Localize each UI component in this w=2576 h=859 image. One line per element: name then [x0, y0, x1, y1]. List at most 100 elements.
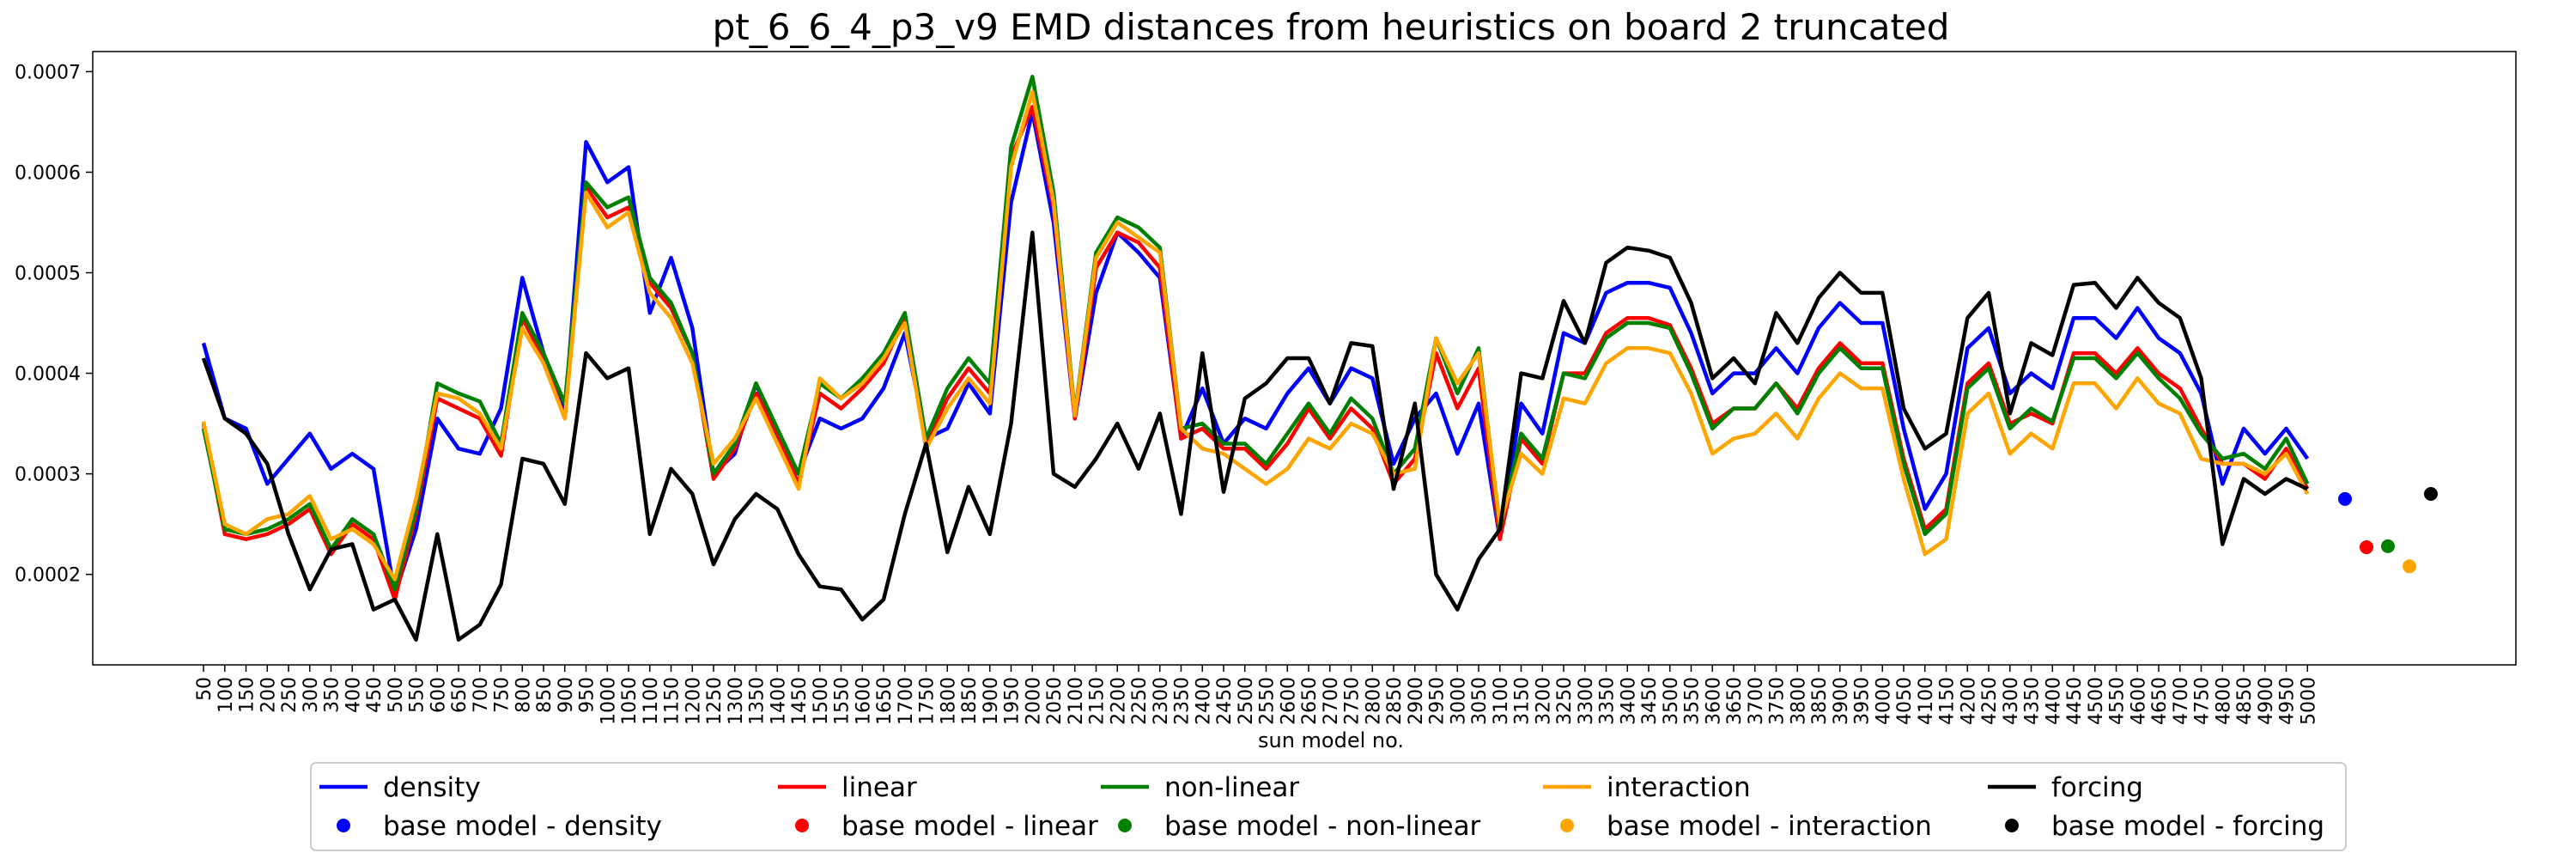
x-tick-label: 350 [322, 677, 343, 713]
legend-label-series: linear [841, 772, 917, 803]
x-tick-label: 950 [577, 677, 598, 713]
x-tick-label: 2050 [1044, 677, 1066, 725]
x-tick-label: 4950 [2277, 677, 2299, 725]
x-tick-label: 4850 [2234, 677, 2256, 725]
x-tick-label: 3400 [1618, 677, 1639, 725]
x-tick-label: 1750 [917, 677, 939, 725]
x-tick-label: 1350 [747, 677, 769, 725]
x-tick-label: 4750 [2192, 677, 2214, 725]
legend-label-base: base model - forcing [2051, 811, 2324, 842]
x-tick-label: 400 [343, 677, 364, 713]
x-tick-label: 1450 [789, 677, 811, 725]
legend-label-base: base model - interaction [1607, 811, 1932, 842]
x-tick-label: 200 [258, 677, 279, 713]
x-tick-label: 2950 [1427, 677, 1449, 725]
x-tick-label: 2900 [1406, 677, 1427, 725]
chart-title: pt_6_6_4_p3_v9 EMD distances from heuris… [713, 6, 1950, 48]
x-tick-label: 3600 [1703, 677, 1724, 725]
plot-area [92, 51, 2517, 666]
x-tick-label: 250 [279, 677, 301, 713]
x-tick-label: 4400 [2043, 677, 2064, 725]
base-model-point-4 [2424, 487, 2438, 502]
x-tick-label: 850 [534, 677, 556, 713]
legend-label-base: base model - linear [841, 811, 1098, 842]
x-tick-label: 2100 [1066, 677, 1087, 725]
legend-label-series: non-linear [1164, 772, 1299, 803]
x-tick-label: 2350 [1172, 677, 1194, 725]
x-tick-label: 4200 [1958, 677, 1979, 725]
x-tick-label: 3150 [1512, 677, 1534, 725]
x-tick-label: 3500 [1661, 677, 1682, 725]
x-tick-label: 2300 [1151, 677, 1172, 725]
x-tick-label: 4650 [2149, 677, 2171, 725]
x-tick-label: 100 [216, 677, 237, 713]
x-tick-label: 3250 [1554, 677, 1576, 725]
series-line-interaction [201, 89, 2310, 582]
y-tick-label: 0.0003 [15, 465, 81, 486]
x-tick-label: 2550 [1257, 677, 1279, 725]
legend-label-series: interaction [1607, 772, 1751, 803]
x-tick-label: 1200 [683, 677, 704, 725]
base-model-point-2 [2381, 539, 2395, 553]
x-axis-label: sun model no. [1258, 728, 1404, 752]
x-tick-label: 3000 [1448, 677, 1469, 725]
base-model-points [2338, 487, 2438, 574]
x-tick-label: 2850 [1384, 677, 1406, 725]
x-axis: 50 100 150 200 250 300 350 400 450 500 550 600 650 70… [194, 665, 2319, 725]
x-tick-label: 4250 [1979, 677, 2001, 725]
legend-label-series: density [383, 772, 481, 803]
x-tick-label: 1000 [598, 677, 619, 725]
series-lines [201, 75, 2310, 642]
x-tick-label: 1400 [768, 677, 789, 725]
x-tick-label: 4300 [2001, 677, 2022, 725]
x-tick-label: 4900 [2256, 677, 2277, 725]
x-tick-label: 4700 [2171, 677, 2192, 725]
legend-marker-base-1 [795, 819, 809, 832]
x-tick-label: 4350 [2022, 677, 2044, 725]
x-tick-label: 2450 [1214, 677, 1236, 725]
x-tick-label: 300 [301, 677, 322, 713]
x-tick-label: 2500 [1236, 677, 1257, 725]
x-tick-label: 2150 [1087, 677, 1109, 725]
base-model-point-1 [2360, 540, 2373, 555]
x-tick-label: 3100 [1491, 677, 1512, 725]
x-tick-label: 1300 [726, 677, 747, 725]
x-tick-label: 4100 [1916, 677, 1937, 725]
y-axis: 0.0002 0.0003 0.0004 0.0005 0.0006 0.0007 [15, 62, 93, 587]
x-tick-label: 4550 [2107, 677, 2129, 725]
y-tick-label: 0.0002 [15, 565, 81, 587]
x-tick-label: 2750 [1342, 677, 1364, 725]
x-tick-label: 4000 [1873, 677, 1894, 725]
y-tick-label: 0.0007 [15, 62, 81, 83]
x-tick-label: 1500 [811, 677, 832, 725]
x-tick-label: 2200 [1108, 677, 1129, 725]
x-tick-label: 1100 [641, 677, 662, 725]
x-tick-label: 3650 [1724, 677, 1746, 725]
x-tick-label: 2000 [1023, 677, 1044, 725]
x-tick-label: 2800 [1363, 677, 1384, 725]
x-tick-label: 1550 [832, 677, 854, 725]
x-tick-label: 4050 [1894, 677, 1916, 725]
legend-label-base: base model - density [383, 811, 662, 842]
x-tick-label: 1850 [959, 677, 981, 725]
x-tick-label: 3850 [1809, 677, 1831, 725]
x-tick-label: 750 [492, 677, 513, 713]
legend-label-series: forcing [2051, 772, 2143, 803]
x-tick-label: 900 [556, 677, 577, 713]
x-tick-label: 1950 [1002, 677, 1024, 725]
x-tick-label: 3900 [1831, 677, 1852, 725]
series-line-forcing [201, 230, 2309, 642]
legend-marker-base-0 [337, 819, 350, 832]
x-tick-label: 3750 [1767, 677, 1789, 725]
legend-items: density linear non-linear interaction forcin… [319, 772, 2324, 842]
x-tick-label: 1800 [938, 677, 959, 725]
y-tick-label: 0.0005 [15, 264, 81, 285]
base-model-point-3 [2403, 559, 2416, 574]
x-tick-label: 450 [364, 677, 386, 713]
x-tick-label: 4500 [2086, 677, 2107, 725]
x-tick-label: 4450 [2064, 677, 2086, 725]
y-tick-label: 0.0004 [15, 364, 81, 386]
legend: density linear non-linear interaction forcin… [310, 762, 2347, 851]
x-tick-label: 3350 [1597, 677, 1619, 725]
